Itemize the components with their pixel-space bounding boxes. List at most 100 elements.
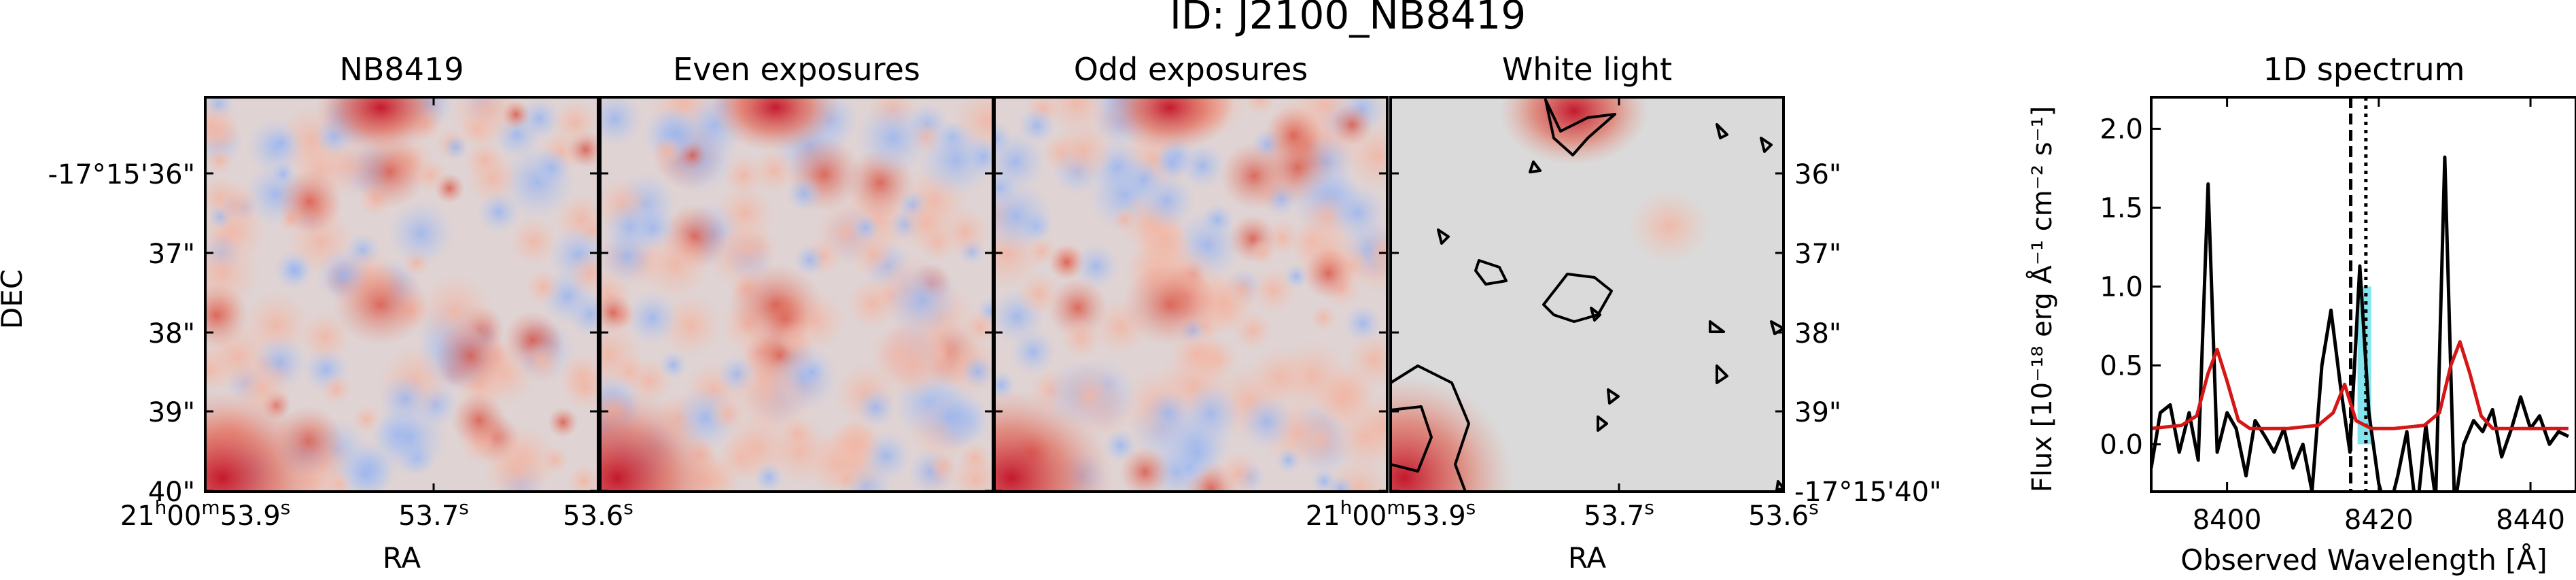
ra-tick-label: 53.6s xyxy=(1748,496,1819,532)
ra-tick-label: 21h00m53.9s xyxy=(120,496,291,532)
noise-blob xyxy=(1111,207,1137,233)
noise-blob xyxy=(1017,272,1061,315)
noise-blob xyxy=(958,441,992,475)
y-tick-label: 2.0 xyxy=(2100,114,2143,145)
noise-blob xyxy=(212,182,261,231)
noise-blob xyxy=(856,101,930,175)
spectrum-plot: 8400 8420 8440 0.0 0.5 1.0 1.5 2.0 xyxy=(2100,96,2576,536)
flux-contour xyxy=(1716,364,1728,384)
x-tick-label: 8440 xyxy=(2496,505,2565,536)
dec-tick-label: 39" xyxy=(1794,397,1841,428)
white-light-image-panel xyxy=(1389,96,1785,493)
noise-blob xyxy=(793,243,826,276)
y-tick-label: 1.0 xyxy=(2100,271,2143,303)
dec-tick-label: 37" xyxy=(1794,239,1841,270)
noise-blob xyxy=(1310,305,1337,331)
spectrum-ylabel: Flux [10⁻¹⁸ erg Å⁻¹ cm⁻² s⁻¹] xyxy=(2025,106,2058,492)
bright-source-corner xyxy=(994,390,1113,492)
noise-blob xyxy=(994,180,1053,253)
spectrum-title: 1D spectrum xyxy=(2263,51,2465,88)
noise-blob xyxy=(752,148,797,194)
ra-tick-label: 53.7s xyxy=(1584,496,1654,532)
bright-source-top xyxy=(1105,97,1234,152)
noise-blob xyxy=(786,176,822,212)
nb-image-panel xyxy=(204,96,599,493)
noise-blob xyxy=(321,374,352,405)
panel-title-even: Even exposures xyxy=(673,51,920,88)
flux-contour xyxy=(1590,307,1601,322)
observed-spectrum-line xyxy=(2151,155,2569,492)
noise-blob xyxy=(875,324,952,400)
noise-blob xyxy=(1010,329,1056,375)
ra-tick-label: 53.7s xyxy=(398,496,469,532)
bright-source-corner xyxy=(205,390,324,492)
noise-blob xyxy=(299,311,351,363)
dec-tick-label: 39" xyxy=(148,397,195,428)
flux-contour xyxy=(1391,405,1433,473)
noise-blob xyxy=(963,137,993,177)
noise-blob xyxy=(830,421,880,470)
noise-blob xyxy=(1365,233,1387,269)
flux-contour xyxy=(1607,388,1620,405)
noise-blob xyxy=(464,139,504,180)
noise-blob xyxy=(652,136,682,166)
noise-blob xyxy=(884,262,960,338)
figure-title: ID: J2100_NB8419 xyxy=(1170,0,1526,38)
noise-blob xyxy=(1331,103,1374,146)
noise-blob xyxy=(914,381,984,451)
noise-blob xyxy=(1303,248,1354,299)
noise-blob xyxy=(567,464,598,492)
spectrum-xlabel: Observed Wavelength [Å] xyxy=(2180,543,2547,577)
noise-blob xyxy=(477,191,520,233)
noise-blob xyxy=(1074,244,1119,289)
noise-blob xyxy=(852,214,879,241)
flux-contour xyxy=(1529,160,1542,173)
noise-blob xyxy=(1172,428,1221,478)
target-source xyxy=(1122,264,1217,345)
noise-blob xyxy=(1326,474,1355,492)
ra-axis-label-left: RA xyxy=(383,541,421,575)
noise-blob xyxy=(532,149,570,187)
noise-blob xyxy=(729,353,805,428)
bright-source-corner xyxy=(600,390,719,492)
panel-title-odd: Odd exposures xyxy=(1074,51,1308,88)
noise-blob xyxy=(1138,172,1196,230)
noise-blob xyxy=(353,405,381,433)
noise-blob xyxy=(1179,143,1225,189)
noise-blob xyxy=(205,99,239,154)
noise-blob xyxy=(525,269,561,305)
noise-blob xyxy=(1145,390,1192,437)
dec-axis-label: DEC xyxy=(0,269,29,329)
target-source xyxy=(728,264,823,345)
noise-blob xyxy=(961,309,993,346)
ra-axis-label-white: RA xyxy=(1568,541,1606,575)
noise-blob xyxy=(1249,239,1276,266)
noise-blob xyxy=(1217,451,1261,492)
flux-contour xyxy=(1474,259,1508,286)
flux-contour xyxy=(1542,273,1613,323)
flux-contour xyxy=(1391,364,1470,492)
spectrum-frame xyxy=(2150,96,2576,493)
target-source xyxy=(333,264,428,345)
flux-contour xyxy=(1770,320,1783,335)
noise-blob xyxy=(413,158,448,193)
noise-blob xyxy=(1018,107,1056,144)
noise-blob xyxy=(274,250,314,290)
dec-tick-label: -17°15'36" xyxy=(48,159,195,190)
flux-contour xyxy=(1437,228,1450,245)
noise-blob xyxy=(1153,145,1190,182)
flux-contour xyxy=(1597,415,1608,432)
image-tick-labels: -17°15'36" 37" 38" 39" 40" 36" 37" 38" 39" -17°15… xyxy=(48,97,1942,532)
noise-blob xyxy=(1119,446,1171,492)
y-tick-label: 0.5 xyxy=(2100,350,2143,381)
noise-blob xyxy=(520,341,563,383)
noise-blob xyxy=(1276,447,1302,473)
noise-blob xyxy=(434,320,507,392)
noise-blob xyxy=(600,97,642,147)
noise-blob xyxy=(1220,141,1288,210)
noise-blob xyxy=(277,169,343,235)
dec-tick-label: 38" xyxy=(148,318,195,349)
noise-blob xyxy=(1224,273,1259,308)
x-tick-label: 8420 xyxy=(2344,505,2414,536)
